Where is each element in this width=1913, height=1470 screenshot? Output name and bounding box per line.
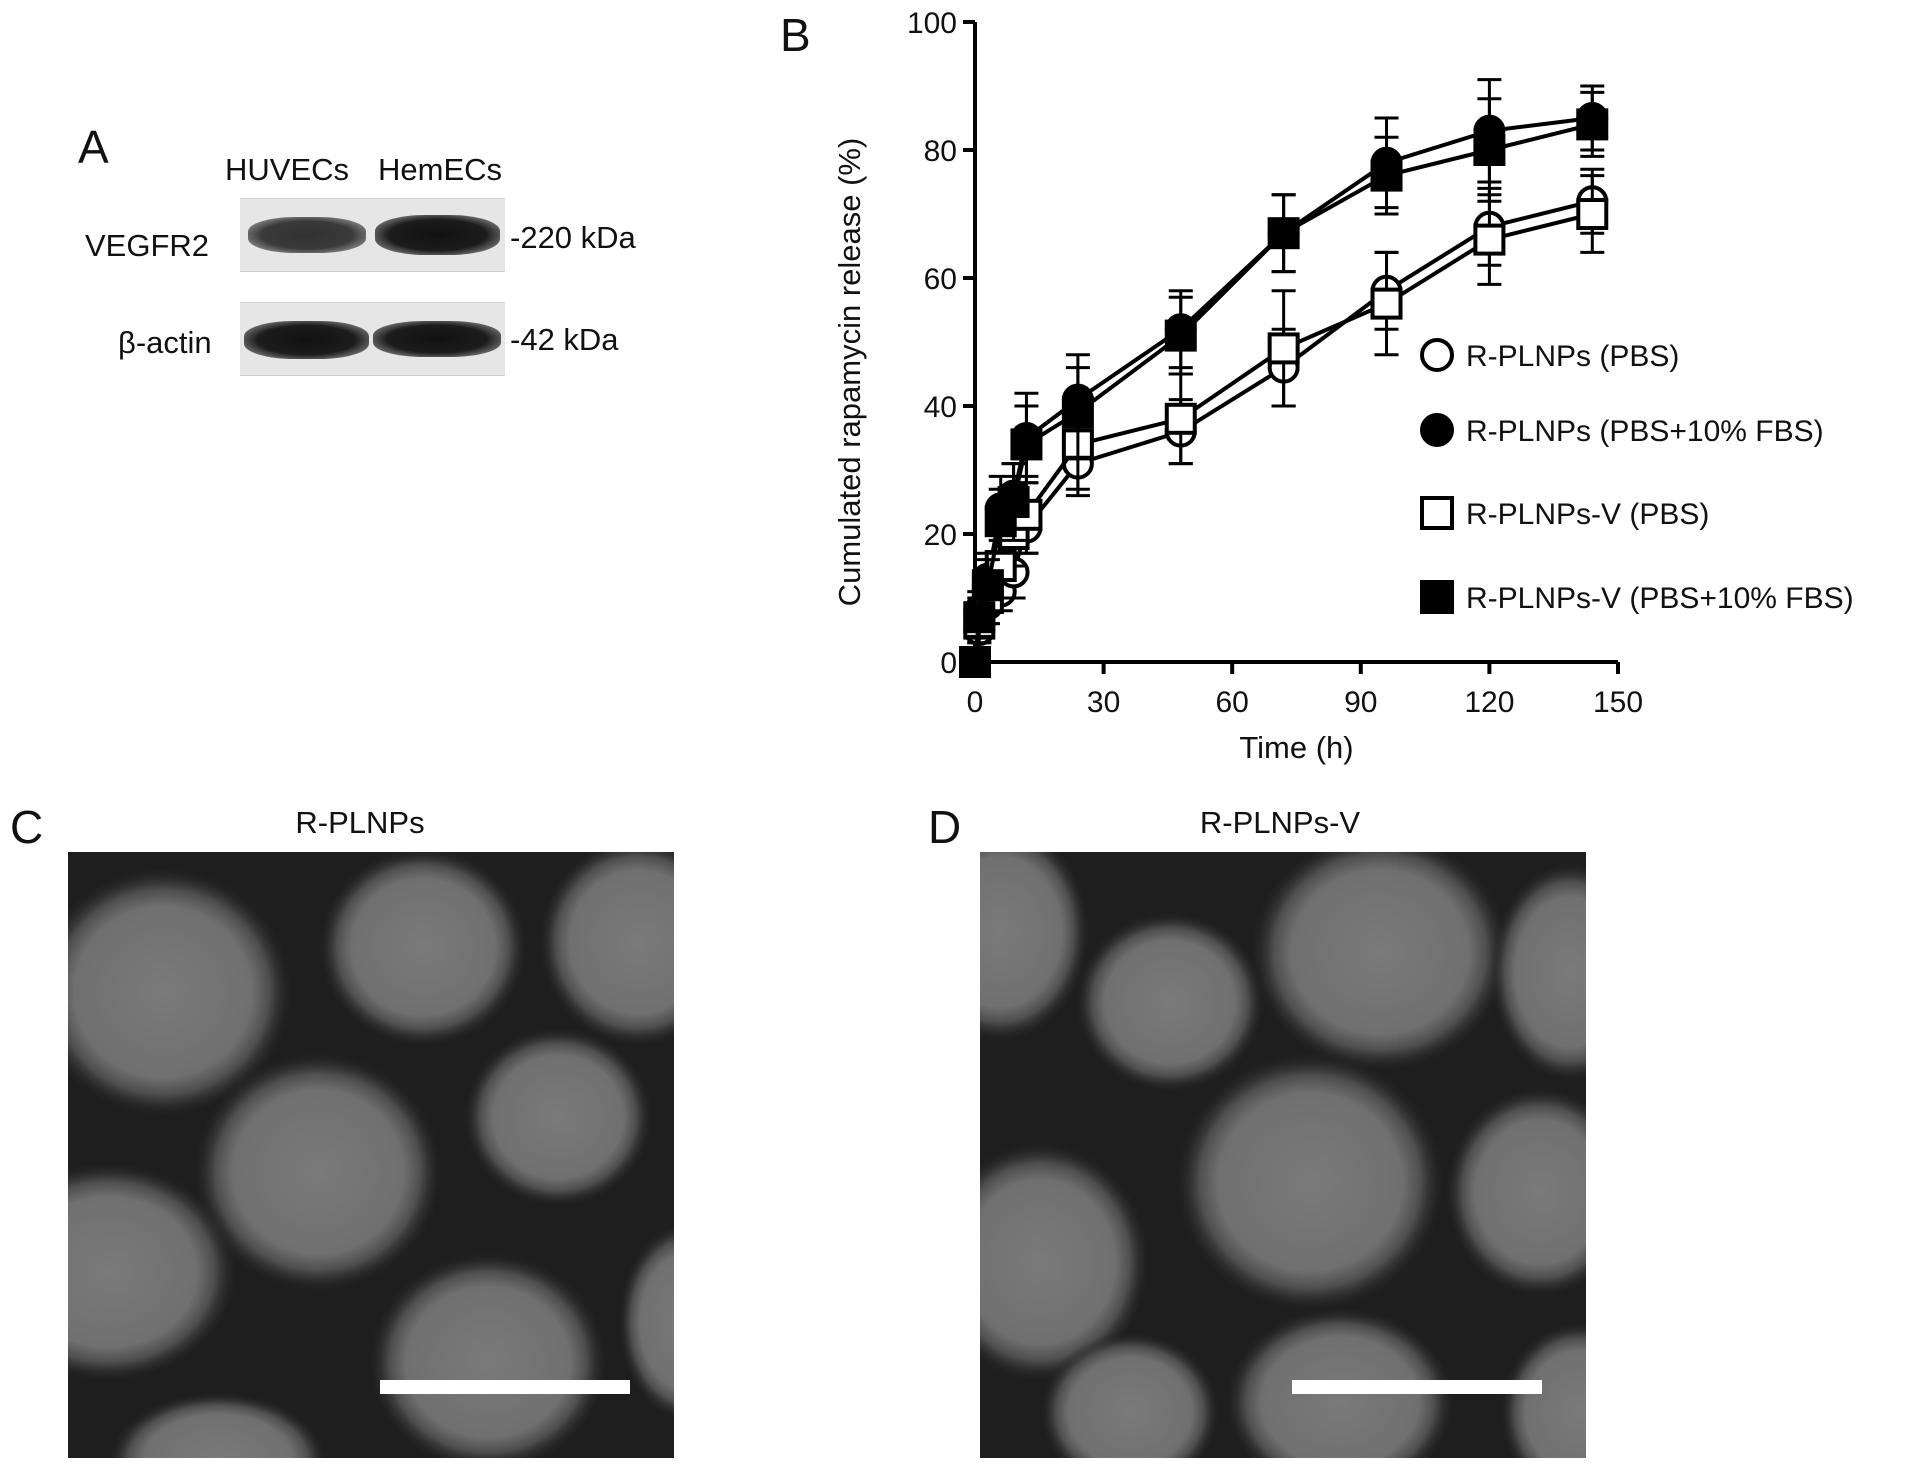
release-chart: 0 20 40 60 80 100 0 30 60 90 120 150 Time (h) Cumulat…	[832, 7, 1854, 765]
legend-marker	[1420, 413, 1454, 447]
x-tick-label: 60	[1216, 686, 1249, 719]
data-point	[959, 646, 991, 678]
blot-strip-vegfr2	[240, 198, 505, 272]
y-axis-label: Cumulated rapamycin release (%)	[832, 138, 867, 607]
data-point	[1164, 319, 1197, 352]
micrograph-r-plnps-v	[980, 852, 1586, 1458]
data-point	[1061, 396, 1094, 429]
legend-label: R-PLNPs (PBS+10% FBS)	[1466, 415, 1824, 448]
blot-strip-beta-actin	[240, 302, 505, 376]
blot-size-42kda: -42 kDa	[510, 322, 619, 357]
data-point	[997, 486, 1030, 518]
x-tick-label: 150	[1593, 686, 1643, 719]
micrograph-r-plnps-image	[68, 852, 674, 1458]
legend-label: R-PLNPs-V (PBS)	[1466, 498, 1709, 531]
data-point	[971, 569, 1004, 602]
data-point	[1010, 428, 1043, 461]
band-actin-huvecs	[244, 321, 369, 359]
legend-marker	[1420, 496, 1454, 530]
data-point	[1576, 108, 1609, 141]
x-tick-label: 90	[1344, 686, 1377, 719]
micrograph-c-title: R-PLNPs	[295, 805, 425, 840]
micrograph-d-title: R-PLNPs-V	[1199, 805, 1361, 840]
y-tick-label: 20	[924, 519, 957, 552]
panel-a-letter: A	[78, 121, 109, 173]
y-tick-label: 0	[940, 647, 957, 680]
data-point	[1370, 159, 1403, 192]
blot-column-label-hemecs: HemECs	[378, 152, 503, 187]
data-point	[1473, 134, 1506, 166]
data-point	[963, 601, 996, 634]
blot-column-label-huvecs: HUVECs	[225, 152, 350, 187]
x-tick-label: 0	[967, 686, 984, 719]
band-actin-hemecs	[373, 321, 501, 357]
panel-b-letter: B	[780, 9, 811, 61]
legend-label: R-PLNPs-V (PBS+10% FBS)	[1466, 582, 1854, 615]
legend-marker	[1420, 580, 1454, 614]
x-tick-label: 30	[1087, 686, 1120, 719]
x-tick-label: 120	[1464, 686, 1514, 719]
data-point	[1267, 332, 1300, 365]
y-tick-label: 100	[907, 7, 957, 40]
data-point	[1473, 223, 1506, 256]
scale-bar-c	[380, 1380, 630, 1394]
band-vegfr2-hemecs	[375, 215, 500, 255]
panel-c-letter: C	[10, 801, 44, 853]
legend-marker	[1420, 338, 1454, 372]
blot-row-label-beta-actin: β-actin	[118, 325, 212, 360]
micrograph-r-plnps-v-image	[980, 852, 1586, 1458]
y-tick-label: 80	[924, 135, 957, 168]
x-axis-label: Time (h)	[1239, 730, 1353, 765]
micrograph-r-plnps	[68, 852, 674, 1458]
band-vegfr2-huvecs	[248, 217, 366, 253]
panel-d-letter: D	[928, 801, 962, 853]
y-tick-label: 60	[924, 263, 957, 296]
blot-row-label-vegfr2: VEGFR2	[85, 228, 210, 263]
data-point	[1576, 198, 1609, 230]
series-4	[959, 90, 1609, 678]
data-point	[1164, 402, 1197, 435]
y-tick-label: 40	[924, 391, 957, 424]
scale-bar-d	[1292, 1380, 1542, 1394]
data-point	[1267, 217, 1300, 250]
legend-label: R-PLNPs (PBS)	[1466, 340, 1679, 373]
data-point	[1370, 287, 1403, 320]
blot-size-220kda: -220 kDa	[510, 220, 636, 255]
